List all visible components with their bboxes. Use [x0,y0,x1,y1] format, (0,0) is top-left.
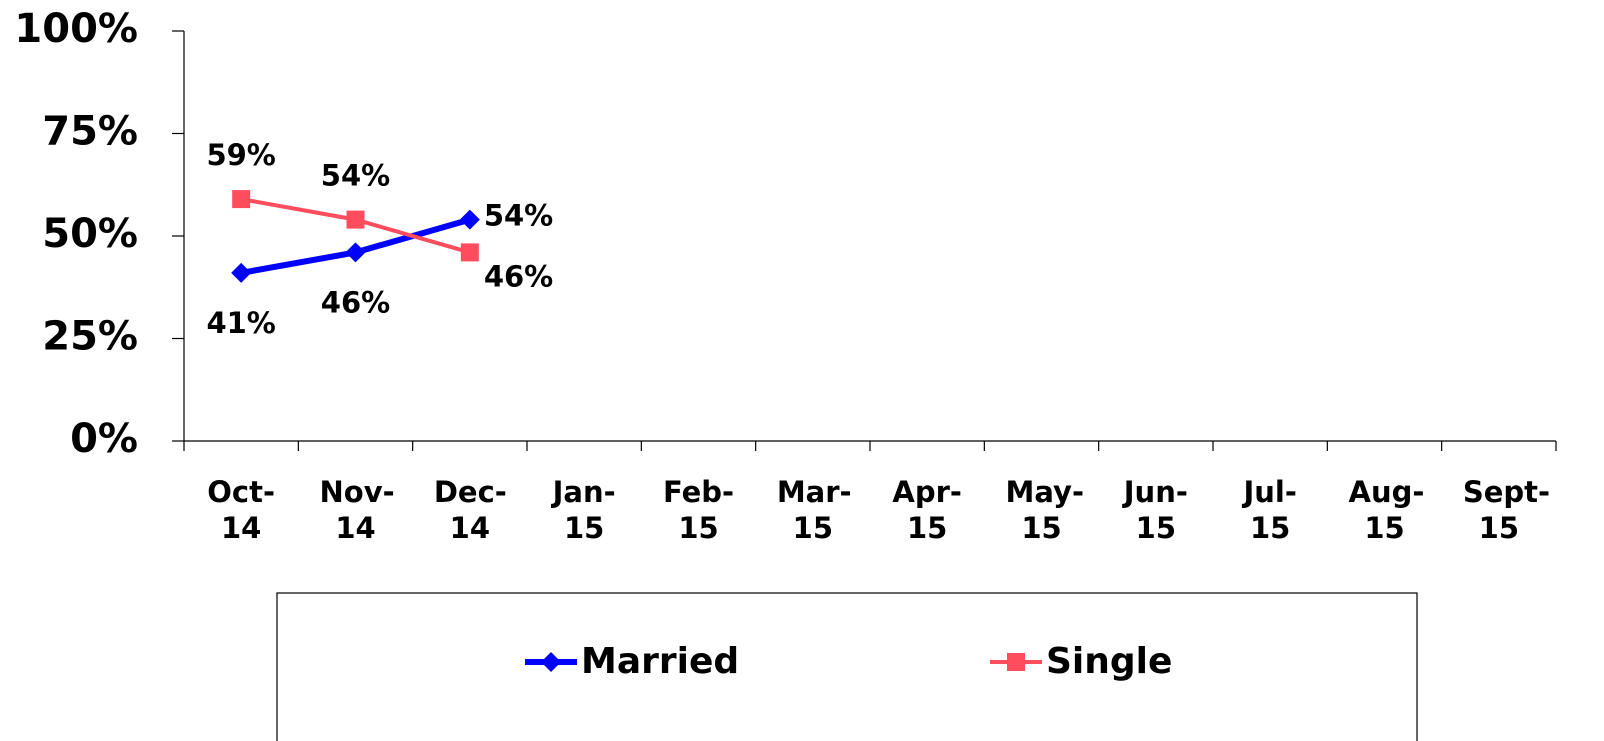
data-label: 54% [321,159,390,193]
marker [346,210,365,229]
y-tick-label: 50% [42,211,138,257]
marker [231,262,252,283]
x-tick-label: Apr-15 [892,475,962,545]
legend-label: Married [581,641,739,682]
x-tick-label: Jun-15 [1123,475,1188,545]
data-label: 41% [206,306,275,340]
data-label: 59% [206,138,275,172]
legend-box [276,592,1418,741]
y-tick-label: 100% [14,6,138,52]
y-tick-label: 0% [70,416,138,462]
y-tick-label: 25% [42,314,138,360]
data-label: 46% [484,259,553,293]
data-label: 46% [321,285,390,319]
x-tick-label: Jul-15 [1243,475,1297,545]
x-tick-label: Feb-15 [662,475,735,545]
y-tick-label: 75% [42,109,138,155]
x-tick-label: Oct-14 [207,475,276,545]
legend-marker [541,652,561,672]
x-tick-label: May-15 [1005,475,1084,545]
marker [459,209,480,230]
x-tick-label: Dec-14 [433,475,507,545]
x-tick-label: Mar-15 [776,475,852,545]
legend-marker [1007,653,1025,671]
x-tick-label: Nov-14 [319,475,395,545]
data-label: 54% [484,199,553,233]
x-tick-label: Sept-15 [1462,475,1551,545]
x-tick-label: Jan-15 [552,475,616,545]
marker [345,242,366,263]
marker [232,190,251,209]
marker [460,243,479,262]
legend-label: Single [1046,641,1172,682]
x-tick-label: Aug-15 [1348,475,1425,545]
